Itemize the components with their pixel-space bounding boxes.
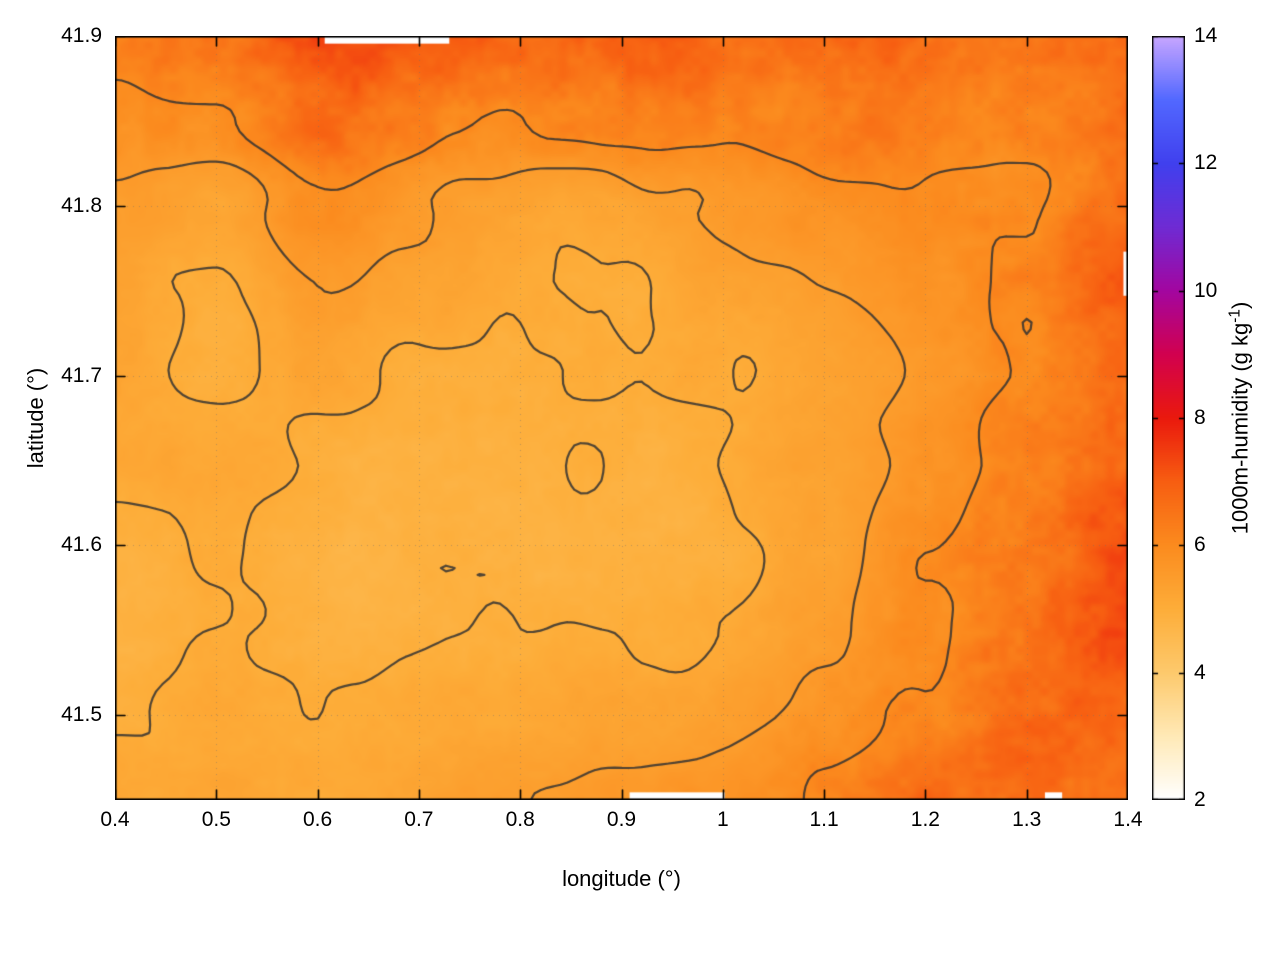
colorbar-label-suffix: ): [1227, 301, 1253, 310]
colorbar-tick-label: 6: [1194, 533, 1206, 557]
x-tick-label: 0.5: [201, 808, 231, 831]
colorbar-tick-label: 4: [1194, 660, 1206, 684]
x-tick-label: 1.1: [809, 808, 839, 831]
heatmap-canvas: [115, 36, 1128, 800]
x-tick-label: 1.2: [910, 808, 940, 831]
x-tick-label: 0.7: [404, 808, 434, 831]
colorbar-tick-label: 10: [1194, 278, 1218, 302]
x-tick-label: 1.3: [1012, 808, 1042, 831]
y-tick-label: 41.8: [61, 193, 102, 217]
colorbar-label-text: 1000m-humidity (g kg: [1227, 322, 1253, 535]
x-tick-label: 0.8: [505, 808, 535, 831]
x-tick-label: 1.4: [1113, 808, 1143, 831]
x-tick-label: 0.4: [100, 808, 130, 831]
x-tick-label: 0.6: [302, 808, 333, 831]
colorbar-label-superscript: -1: [1226, 309, 1244, 323]
y-axis-label: latitude (°): [23, 367, 48, 469]
y-tick-label: 41.9: [61, 24, 102, 47]
y-tick-label: 41.5: [61, 703, 102, 727]
colorbar-label: 1000m-humidity (g kg-1): [1226, 302, 1253, 535]
colorbar-tick-label: 2: [1194, 788, 1206, 811]
colorbar-tick-label: 12: [1194, 151, 1218, 175]
x-tick-label: 0.9: [606, 808, 637, 831]
y-tick-label: 41.6: [61, 533, 102, 557]
colorbar-tick-label: 14: [1194, 24, 1218, 47]
x-axis-label: longitude (°): [562, 866, 681, 891]
colorbar-tick-label: 8: [1194, 406, 1206, 429]
y-tick-label: 41.7: [61, 363, 102, 387]
x-tick-label: 1: [716, 808, 729, 831]
colorbar-canvas: [1152, 36, 1185, 800]
